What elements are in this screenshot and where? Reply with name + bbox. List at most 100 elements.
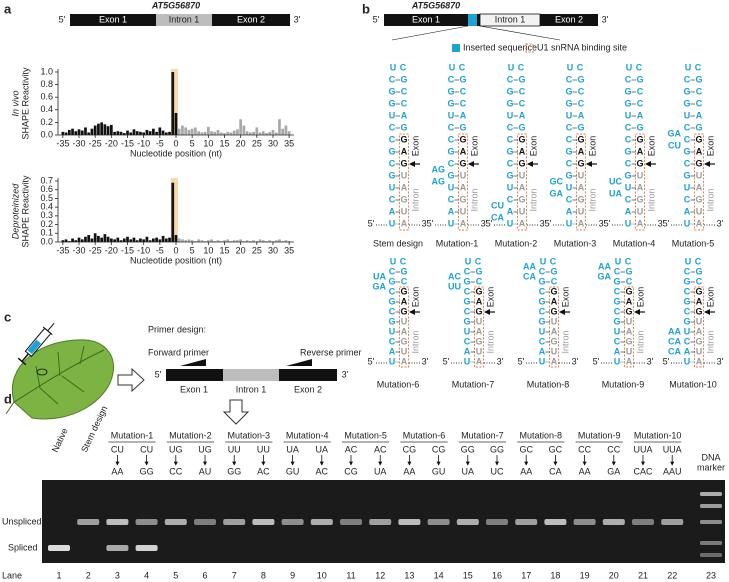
stem-base: C [566,134,573,144]
stem-base: G [683,170,690,180]
gene-name: AT5G56870 [411,0,460,10]
stem-base: G [683,86,690,96]
sequence-to: UC [491,466,504,476]
highlight-band [170,178,178,242]
sequence-from: UUA [633,444,652,454]
stem-base: U [464,356,471,366]
stem-base: C [539,336,546,346]
x-tick-label: -15 [121,245,134,255]
stem-base: G [695,74,702,84]
exon-box [279,369,337,381]
stem-base: C [614,266,621,276]
stem-base: U [507,110,514,120]
y-tick-label: 0.5 [40,193,53,203]
intron-label: Intron 1 [169,14,200,24]
y-tick-label: 0.0 [40,129,53,139]
mutation-name: Mutation-9 [578,430,621,440]
panel-letter: b [362,1,370,16]
stem-base: U [696,206,703,216]
lane-number: 19 [580,570,590,580]
strand-3prime: 3' [422,218,429,228]
marker-band [700,520,722,524]
bar [187,239,191,242]
stem-base: G [683,146,690,156]
bar [155,237,158,242]
strand-5prime: 5' [593,356,600,366]
bar [265,133,268,135]
stem-base: A [401,326,408,336]
bar [261,131,265,135]
stem-base: A [696,326,703,336]
mutation-name: Mutation-8 [520,430,563,440]
intron-tag: Intron [469,188,479,211]
sequence-from: CC [578,444,591,454]
stem-base: A [578,218,585,228]
x-tick-label: 20 [236,138,246,148]
bar [67,129,71,135]
bar [64,132,68,135]
bar [219,241,223,242]
stem-base: A [578,146,585,156]
x-tick-label: 10 [203,245,213,255]
sequence-from: CC [607,444,620,454]
intron-tag: Intron [646,188,656,211]
structure-label: Mutation-5 [672,238,715,248]
x-tick-label: -30 [73,138,86,148]
exon-tag: Exon [635,287,645,308]
stem-base: U [539,356,546,366]
bar [229,132,233,135]
bulge-bases: GA [668,128,682,138]
gene-3prime: 3' [294,14,301,24]
sequence-from: CU [140,444,153,454]
stem-base: A [401,296,408,306]
stem-base: U [614,356,621,366]
u1-site-box [694,286,704,368]
bar [210,239,213,242]
bulge-bases: GA [598,271,612,281]
stem-base: U [460,206,467,216]
bar [219,132,223,135]
stem-base: A [684,206,691,216]
x-tick-label: 15 [219,138,229,148]
bar [174,235,178,242]
unspliced-band [632,519,654,525]
leaf-illustration [5,322,115,420]
stem-base: G [388,296,395,306]
stem-base: G [400,158,407,168]
gene-label: Exon 2 [294,384,322,394]
spliced-band [135,545,158,551]
bulge-bases: UA [609,188,622,198]
bulge-bases: UA [373,271,386,281]
bulge-bases: UC [609,176,622,186]
primer-label: Forward primer [148,347,209,357]
stem-base: G [518,134,525,144]
bar [113,239,116,242]
bar [284,240,288,242]
stem-base: C [519,98,526,108]
u1-site-box [549,286,559,368]
intron-tag: Intron [528,188,538,211]
stem-base: U [578,170,585,180]
bar [142,239,146,242]
legend-label: U1 snRNA binding site [537,42,627,52]
strand-5prime: 5' [604,218,611,228]
stem-base: G [388,146,395,156]
sequence-from: AC [374,444,387,454]
mutation-name: Mutation-2 [169,430,212,440]
stem-base: G [388,170,395,180]
stem-base: G [565,170,572,180]
bar [164,132,168,135]
bar [142,132,146,135]
bar [203,131,207,135]
bar [223,240,226,242]
unspliced-band [77,519,100,525]
u1-site-box [399,286,409,368]
structure-label: Mutation-8 [527,379,570,389]
bar [148,131,152,135]
bar [145,236,149,242]
lane-number: 12 [375,570,385,580]
stem-base: U [401,170,408,180]
bar [132,237,136,242]
x-tick-label: -15 [121,138,134,148]
